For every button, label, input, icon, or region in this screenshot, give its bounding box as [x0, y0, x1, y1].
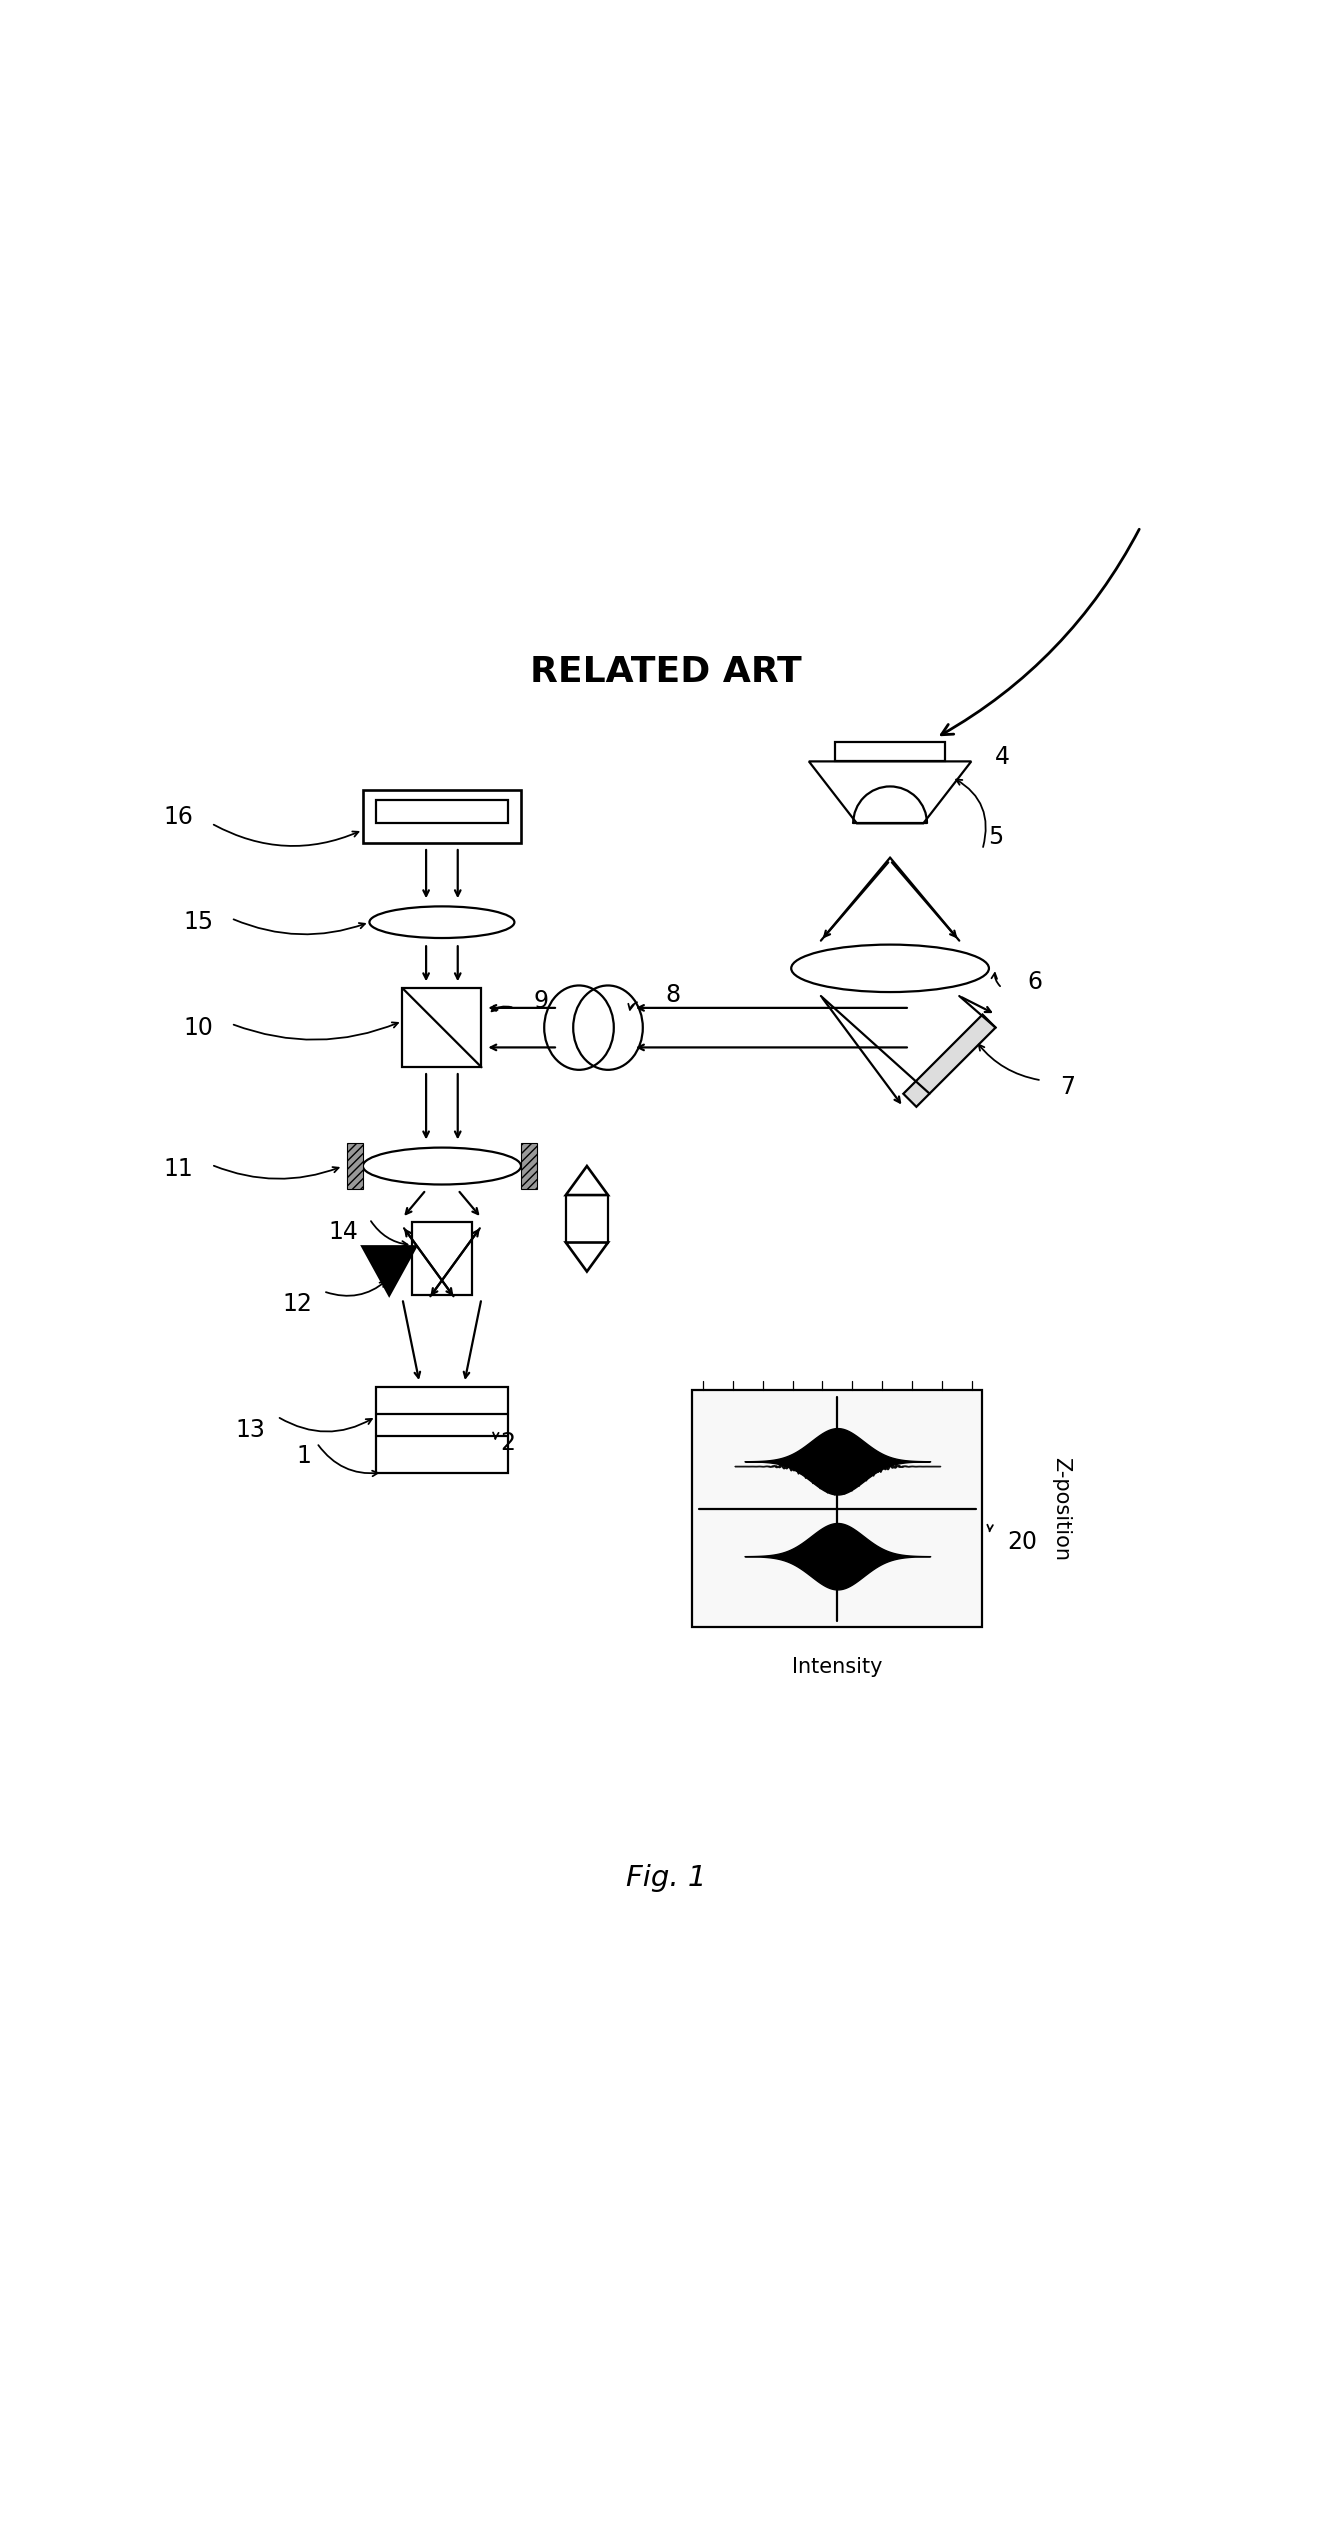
Polygon shape [360, 1246, 418, 1297]
Bar [362, 791, 521, 844]
Text: 1: 1 [296, 1444, 310, 1467]
Text: 10: 10 [182, 1015, 213, 1040]
Bar [376, 1386, 507, 1472]
Text: Z-position: Z-position [1051, 1457, 1071, 1561]
Text: 6: 6 [1027, 969, 1043, 994]
Bar [348, 1142, 362, 1190]
Text: 16: 16 [164, 804, 193, 829]
Text: 4: 4 [995, 745, 1010, 771]
Text: 20: 20 [1007, 1531, 1036, 1554]
Text: Intensity: Intensity [793, 1658, 883, 1676]
Text: 9: 9 [533, 989, 549, 1012]
Text: 15: 15 [182, 910, 213, 933]
Text: 8: 8 [665, 982, 681, 1007]
Text: Fig. 1: Fig. 1 [626, 1864, 706, 1892]
Text: 7: 7 [1060, 1076, 1075, 1099]
Text: 5: 5 [988, 824, 1003, 849]
Bar [413, 1223, 472, 1294]
Bar [402, 989, 481, 1068]
Text: RELATED ART: RELATED ART [530, 654, 802, 689]
Bar [693, 1391, 982, 1628]
Text: 2: 2 [501, 1432, 515, 1455]
Polygon shape [903, 1015, 995, 1106]
Text: 14: 14 [328, 1221, 358, 1244]
Text: 13: 13 [236, 1416, 265, 1442]
Bar [376, 799, 507, 824]
Text: 12: 12 [282, 1292, 312, 1317]
Text: 11: 11 [164, 1157, 193, 1180]
Bar [521, 1142, 537, 1190]
